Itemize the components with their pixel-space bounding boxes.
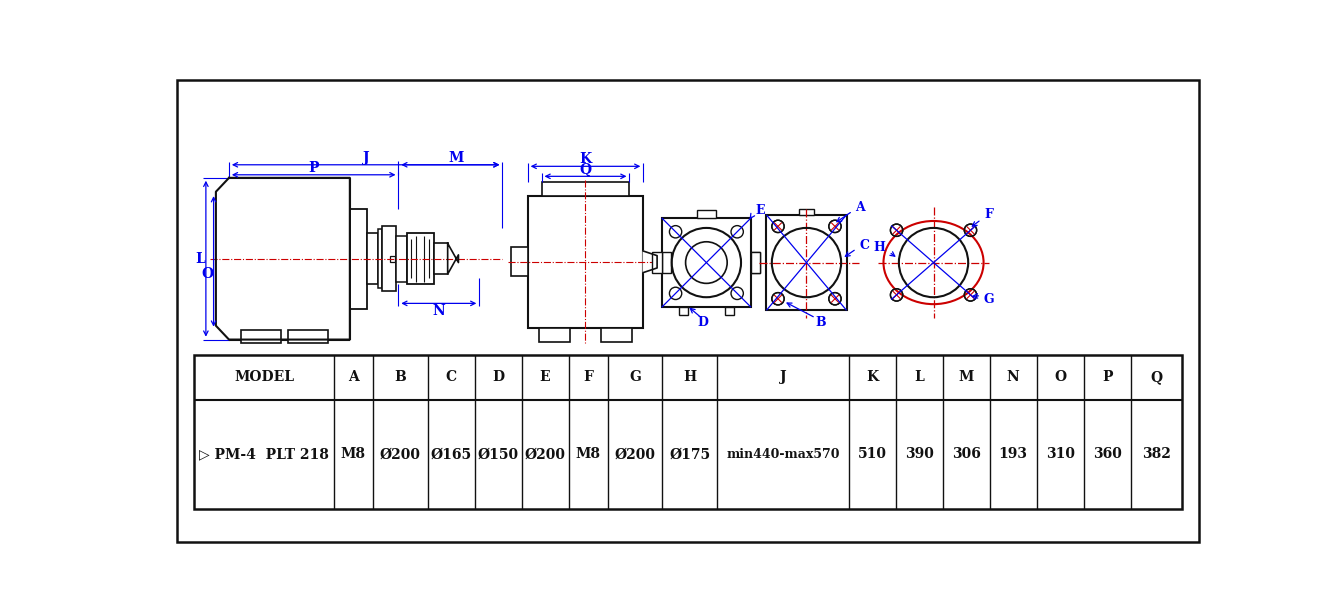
Bar (541, 182, 630, 195)
Text: 306: 306 (952, 447, 980, 461)
Bar (600, 328, 631, 342)
Bar (396, 235, 407, 282)
Bar (407, 233, 434, 284)
Text: O: O (201, 267, 214, 281)
Text: Q: Q (1151, 370, 1163, 384)
Text: 310: 310 (1046, 447, 1074, 461)
Text: D: D (697, 316, 708, 329)
Bar (528, 195, 643, 328)
Text: C: C (446, 370, 457, 384)
Text: 382: 382 (1142, 447, 1171, 461)
Text: K: K (866, 370, 878, 384)
Text: N: N (1007, 370, 1019, 384)
Text: H: H (874, 241, 885, 254)
Text: L: L (915, 370, 924, 384)
Text: M8: M8 (341, 447, 365, 461)
Text: MODEL: MODEL (234, 370, 294, 384)
Bar (389, 256, 395, 262)
Text: C: C (860, 239, 869, 252)
Text: Q: Q (579, 163, 591, 176)
Text: Ø200: Ø200 (615, 447, 655, 461)
Text: Ø175: Ø175 (669, 447, 710, 461)
Bar (662, 218, 751, 307)
Text: L: L (195, 252, 204, 265)
Text: 360: 360 (1093, 447, 1121, 461)
Polygon shape (447, 243, 458, 274)
Text: A: A (855, 201, 865, 214)
Text: M: M (959, 370, 974, 384)
Bar (767, 215, 846, 310)
Polygon shape (216, 178, 351, 339)
Text: M: M (449, 151, 463, 165)
Bar (540, 328, 569, 342)
Text: E: E (756, 204, 766, 217)
Bar (383, 226, 396, 291)
Bar (377, 229, 383, 288)
Bar (653, 252, 662, 274)
Text: 193: 193 (999, 447, 1027, 461)
Text: M8: M8 (576, 447, 600, 461)
Text: B: B (815, 316, 826, 329)
Bar (799, 209, 814, 215)
Bar (751, 252, 760, 274)
Bar (725, 307, 735, 315)
Bar (510, 247, 528, 277)
Text: K: K (579, 152, 592, 166)
Bar (367, 233, 377, 284)
Text: Ø165: Ø165 (431, 447, 471, 461)
Text: H: H (684, 370, 697, 384)
Text: P: P (1101, 370, 1112, 384)
Text: 390: 390 (905, 447, 933, 461)
Bar (289, 330, 328, 343)
Bar (678, 307, 688, 315)
Text: F: F (583, 370, 594, 384)
Bar (195, 355, 1182, 509)
Bar (662, 252, 672, 274)
Bar (434, 243, 447, 274)
Text: P: P (309, 161, 318, 175)
Text: Ø200: Ø200 (525, 447, 565, 461)
Text: Ø150: Ø150 (478, 447, 518, 461)
Text: G: G (983, 293, 994, 306)
Text: D: D (492, 370, 504, 384)
Text: ▷ PM-4  PLT 218: ▷ PM-4 PLT 218 (199, 447, 329, 461)
Text: G: G (630, 370, 641, 384)
Text: A: A (348, 370, 359, 384)
Text: O: O (1054, 370, 1066, 384)
Text: N: N (432, 304, 446, 318)
Bar (697, 210, 716, 218)
Polygon shape (643, 251, 657, 272)
Text: B: B (395, 370, 406, 384)
Bar (751, 252, 760, 274)
Bar (351, 209, 367, 309)
Text: J: J (780, 370, 786, 384)
Bar (240, 330, 281, 343)
Text: Ø200: Ø200 (380, 447, 420, 461)
Text: J: J (363, 151, 369, 165)
Text: min440-max570: min440-max570 (727, 448, 839, 461)
Text: E: E (540, 370, 551, 384)
Text: F: F (984, 208, 994, 221)
Text: 510: 510 (858, 447, 886, 461)
